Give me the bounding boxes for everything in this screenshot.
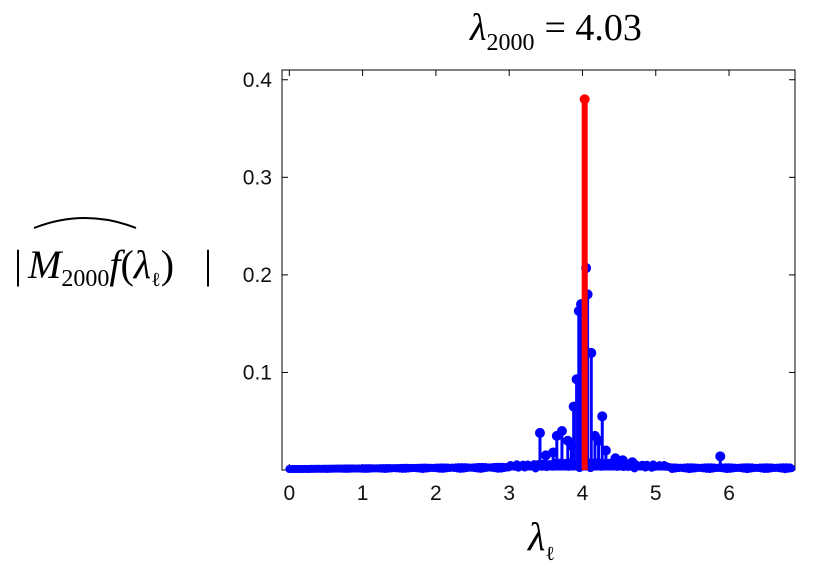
y-axis-label: | M2000f(λℓ) | bbox=[14, 217, 212, 292]
ylabel-lambda-sub: ℓ bbox=[151, 269, 161, 291]
chart-title: λ2000 = 4.03 bbox=[469, 7, 642, 56]
ylabel-lambda: λ bbox=[133, 242, 151, 287]
xlabel-subscript: ℓ bbox=[545, 543, 555, 565]
peak-marker bbox=[597, 411, 608, 422]
peak-marker bbox=[534, 427, 545, 438]
ylabel-paren-open: ( bbox=[120, 242, 133, 287]
svg-text:M2000f(λℓ): M2000f(λℓ) bbox=[27, 242, 174, 292]
y-tick-label: 0.1 bbox=[243, 361, 272, 384]
ylabel-paren-close: ) bbox=[161, 242, 174, 287]
x-tick-label: 0 bbox=[283, 482, 295, 505]
title-lambda: λ bbox=[469, 7, 486, 49]
xlabel-lambda: λ bbox=[527, 514, 545, 559]
ylabel-bar-left: | bbox=[14, 242, 22, 287]
x-tick-label: 4 bbox=[577, 482, 589, 505]
peak-marker bbox=[586, 347, 597, 358]
peak-marker bbox=[600, 445, 611, 456]
plot-frame bbox=[281, 69, 796, 471]
ylabel-bar-right: | bbox=[204, 242, 212, 287]
x-tick-label: 2 bbox=[430, 482, 442, 505]
ylabel-subscript: 2000 bbox=[61, 266, 109, 292]
ylabel-hat bbox=[33, 217, 137, 229]
x-tick-label: 3 bbox=[503, 482, 515, 505]
x-axis-label: λℓ bbox=[527, 514, 555, 565]
peak-marker bbox=[617, 455, 628, 466]
y-tick-label: 0.4 bbox=[243, 69, 273, 92]
y-tick-label: 0.3 bbox=[243, 166, 272, 189]
peak-marker bbox=[715, 451, 726, 462]
title-subscript: 2000 bbox=[486, 30, 534, 56]
peak-marker bbox=[627, 457, 638, 468]
y-tick-label: 0.2 bbox=[243, 264, 272, 287]
highlight-marker bbox=[579, 94, 590, 105]
x-tick-label: 1 bbox=[357, 482, 369, 505]
peak-marker bbox=[556, 425, 567, 436]
title-value: = 4.03 bbox=[544, 7, 641, 49]
x-tick-label: 5 bbox=[650, 482, 662, 505]
plot-area: 0 1 2 3 4 5 6 0.1 0.2 0.3 0.4 bbox=[243, 69, 796, 505]
x-tick-label: 6 bbox=[723, 482, 735, 505]
ylabel-M: M bbox=[27, 242, 64, 287]
